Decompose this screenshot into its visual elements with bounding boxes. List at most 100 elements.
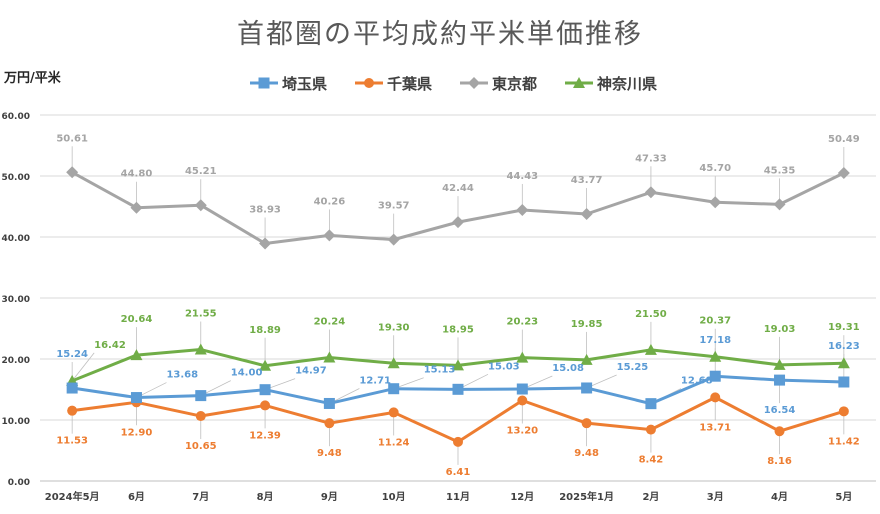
data-point xyxy=(644,186,657,199)
data-label: 13.20 xyxy=(506,425,538,436)
data-label: 11.42 xyxy=(828,436,860,447)
x-tick-label: 7月 xyxy=(192,491,209,503)
data-point xyxy=(837,357,850,369)
data-label: 43.77 xyxy=(571,175,603,186)
x-tick-label: 3月 xyxy=(707,491,724,503)
data-label: 8.42 xyxy=(639,455,664,466)
x-tick-label: 11月 xyxy=(446,491,470,503)
data-label: 50.49 xyxy=(828,134,860,145)
data-label: 17.18 xyxy=(699,335,731,346)
y-tick-label: 0.00 xyxy=(8,478,30,488)
data-label: 20.64 xyxy=(121,314,153,325)
data-point xyxy=(773,198,786,211)
data-label: 12.68 xyxy=(681,376,713,387)
x-tick-label: 2025年1月 xyxy=(559,490,614,503)
chart-title: 首都圏の平均成約平米単価推移 xyxy=(237,19,643,50)
data-labels: 50.61 44.80 45.21 38.93 40.26 39.57 42.44 44.43… xyxy=(56,133,859,478)
data-point xyxy=(516,383,528,395)
legend-marker xyxy=(258,77,270,89)
data-label: 20.23 xyxy=(506,317,538,328)
data-point xyxy=(774,426,785,437)
leader-line xyxy=(71,352,95,382)
legend-label: 埼玉県 xyxy=(282,75,327,93)
data-point xyxy=(453,436,463,447)
y-tick-label: 60.00 xyxy=(2,112,30,122)
data-label: 13.68 xyxy=(166,370,198,381)
data-point xyxy=(260,400,271,411)
data-point xyxy=(195,411,206,422)
data-point xyxy=(581,418,592,429)
data-point xyxy=(774,374,786,386)
data-label: 45.35 xyxy=(764,165,796,176)
y-tick-label: 40.00 xyxy=(2,234,30,244)
data-point xyxy=(644,343,657,355)
data-point xyxy=(581,382,593,394)
x-tick-label: 9月 xyxy=(321,491,338,503)
data-label: 20.24 xyxy=(314,317,346,328)
data-point xyxy=(195,390,207,402)
y-axis-unit-label: 万円/平米 xyxy=(4,71,61,86)
x-tick-label: 6月 xyxy=(128,491,145,503)
data-point xyxy=(452,216,464,229)
legend-item: 埼玉県 xyxy=(250,75,327,93)
data-point xyxy=(324,418,335,429)
data-point xyxy=(387,357,400,369)
data-point xyxy=(709,196,722,209)
legend: 埼玉県 千葉県 東京都 神奈川県 xyxy=(250,75,657,93)
data-point xyxy=(323,229,336,242)
data-point xyxy=(67,405,78,416)
data-label: 14.97 xyxy=(295,366,327,377)
data-point xyxy=(580,208,593,221)
data-label: 19.30 xyxy=(378,322,410,333)
data-label: 12.90 xyxy=(121,427,153,438)
data-label: 40.26 xyxy=(314,196,346,207)
data-point xyxy=(259,359,272,371)
data-point xyxy=(838,376,850,388)
data-point xyxy=(838,406,849,417)
data-label: 11.53 xyxy=(56,436,88,447)
series-markers xyxy=(66,166,850,447)
x-axis-ticks: 2024年5月 6月 7月 8月 9月 10月 11月 12月 2025年1月 2月 3月 4月 5月 xyxy=(45,490,853,503)
data-point xyxy=(323,397,335,409)
data-label: 11.24 xyxy=(378,437,410,448)
data-point xyxy=(66,166,79,179)
data-point xyxy=(516,203,529,216)
data-label: 21.50 xyxy=(635,309,667,320)
data-label: 19.85 xyxy=(571,319,603,330)
y-tick-label: 30.00 xyxy=(2,295,30,305)
data-label: 16.23 xyxy=(828,341,860,352)
data-point xyxy=(387,233,400,246)
data-label: 12.39 xyxy=(249,430,281,441)
data-point xyxy=(645,424,656,435)
data-label: 15.13 xyxy=(424,365,456,376)
data-label: 15.25 xyxy=(617,362,649,373)
y-tick-label: 20.00 xyxy=(2,356,30,366)
data-point xyxy=(710,392,721,403)
data-label: 9.48 xyxy=(574,448,599,459)
data-label: 39.57 xyxy=(378,201,410,212)
y-axis-ticks: 0.00 10.00 20.00 30.00 40.00 50.00 60.00 xyxy=(2,112,30,488)
data-point xyxy=(709,370,721,382)
legend-marker xyxy=(364,78,374,88)
legend-label: 千葉県 xyxy=(387,75,432,93)
data-point xyxy=(837,167,850,180)
data-label: 12.71 xyxy=(359,375,391,386)
data-label: 44.80 xyxy=(121,169,153,180)
data-label: 13.71 xyxy=(699,422,731,433)
data-label: 44.43 xyxy=(506,171,538,182)
data-point xyxy=(645,398,657,410)
data-point xyxy=(580,353,593,365)
data-point xyxy=(130,392,142,404)
data-label: 15.08 xyxy=(552,363,584,374)
data-label: 14.00 xyxy=(231,368,263,379)
data-label: 8.16 xyxy=(767,456,792,467)
data-label: 6.41 xyxy=(446,467,471,478)
x-tick-label: 8月 xyxy=(257,491,274,503)
data-point xyxy=(130,201,143,214)
data-label: 45.70 xyxy=(699,163,731,174)
x-tick-label: 12月 xyxy=(510,491,534,503)
data-point xyxy=(452,383,464,395)
data-point xyxy=(516,351,529,363)
legend-item: 千葉県 xyxy=(355,75,432,93)
